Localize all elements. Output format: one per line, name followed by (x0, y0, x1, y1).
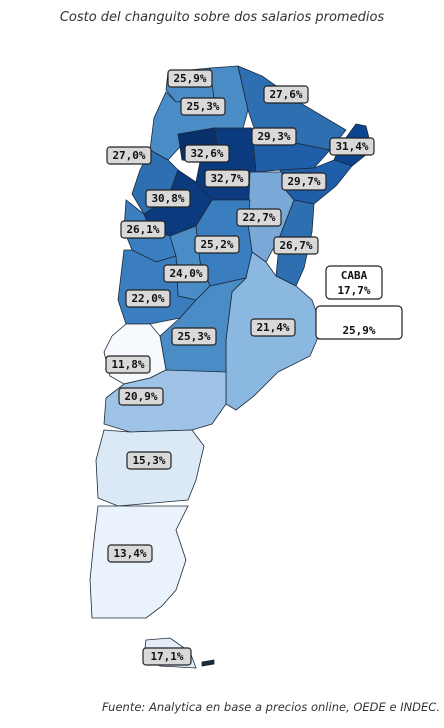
svg-text:32,6%: 32,6% (190, 147, 223, 160)
svg-text:25,9%: 25,9% (173, 72, 206, 85)
svg-text:20,9%: 20,9% (124, 390, 157, 403)
svg-text:26,1%: 26,1% (126, 223, 159, 236)
svg-text:22,0%: 22,0% (131, 292, 164, 305)
label-santiago: 32,7% (204, 169, 250, 188)
svg-text:22,7%: 22,7% (242, 211, 275, 224)
label-salta: 25,3% (180, 97, 226, 116)
svg-text:26,7%: 26,7% (279, 239, 312, 252)
label-mendoza: 22,0% (125, 289, 171, 308)
svg-text:25,2%: 25,2% (200, 238, 233, 251)
label-conurbano: 25,9% (315, 305, 403, 340)
label-misiones: 31,4% (329, 137, 375, 156)
province-rionegro[interactable] (103, 369, 227, 433)
label-santafe: 22,7% (236, 208, 282, 227)
label-catamarca: 27,0% (106, 146, 152, 165)
svg-text:25,3%: 25,3% (186, 100, 219, 113)
province-tierradelfuego-islands (201, 659, 215, 667)
svg-text:29,7%: 29,7% (287, 175, 320, 188)
svg-text:27,0%: 27,0% (112, 149, 145, 162)
svg-text:31,4%: 31,4% (335, 140, 368, 153)
label-caba: CABA 17,7% (325, 265, 383, 300)
label-tierradelfuego: 17,1% (142, 647, 192, 666)
label-neuquen: 11,8% (105, 355, 151, 374)
svg-text:11,8%: 11,8% (111, 358, 144, 371)
svg-text:15,3%: 15,3% (132, 454, 165, 467)
label-lapampa: 25,3% (171, 327, 217, 346)
label-sanluis: 24,0% (163, 264, 209, 283)
label-entrerios: 26,7% (273, 236, 319, 255)
svg-text:17,1%: 17,1% (150, 650, 183, 663)
label-sanjuan: 26,1% (120, 220, 166, 239)
label-jujuy: 25,9% (167, 69, 213, 88)
label-formosa: 27,6% (263, 85, 309, 104)
label-santacruz: 13,4% (107, 544, 153, 563)
label-cordoba: 25,2% (194, 235, 240, 254)
label-rionegro: 20,9% (118, 387, 164, 406)
svg-text:25,3%: 25,3% (177, 330, 210, 343)
label-buenosaires: 21,4% (250, 318, 296, 337)
source-note: Fuente: Analytica en base a precios onli… (102, 700, 440, 714)
svg-text:29,3%: 29,3% (257, 130, 290, 143)
label-tucuman: 32,6% (184, 144, 230, 163)
label-corrientes: 29,7% (281, 172, 327, 191)
label-larioja: 30,8% (145, 189, 191, 208)
svg-text:21,4%: 21,4% (256, 321, 289, 334)
svg-text:13,4%: 13,4% (113, 547, 146, 560)
label-chaco: 29,3% (251, 127, 297, 146)
svg-text:32,7%: 32,7% (210, 172, 243, 185)
svg-text:25,9%: 25,9% (342, 324, 375, 337)
label-chubut: 15,3% (126, 451, 172, 470)
svg-text:24,0%: 24,0% (169, 267, 202, 280)
svg-text:27,6%: 27,6% (269, 88, 302, 101)
svg-text:30,8%: 30,8% (151, 192, 184, 205)
map-title: Costo del changuito sobre dos salarios p… (59, 10, 385, 25)
svg-text:CABA: CABA (341, 269, 368, 282)
svg-text:17,7%: 17,7% (337, 284, 370, 297)
